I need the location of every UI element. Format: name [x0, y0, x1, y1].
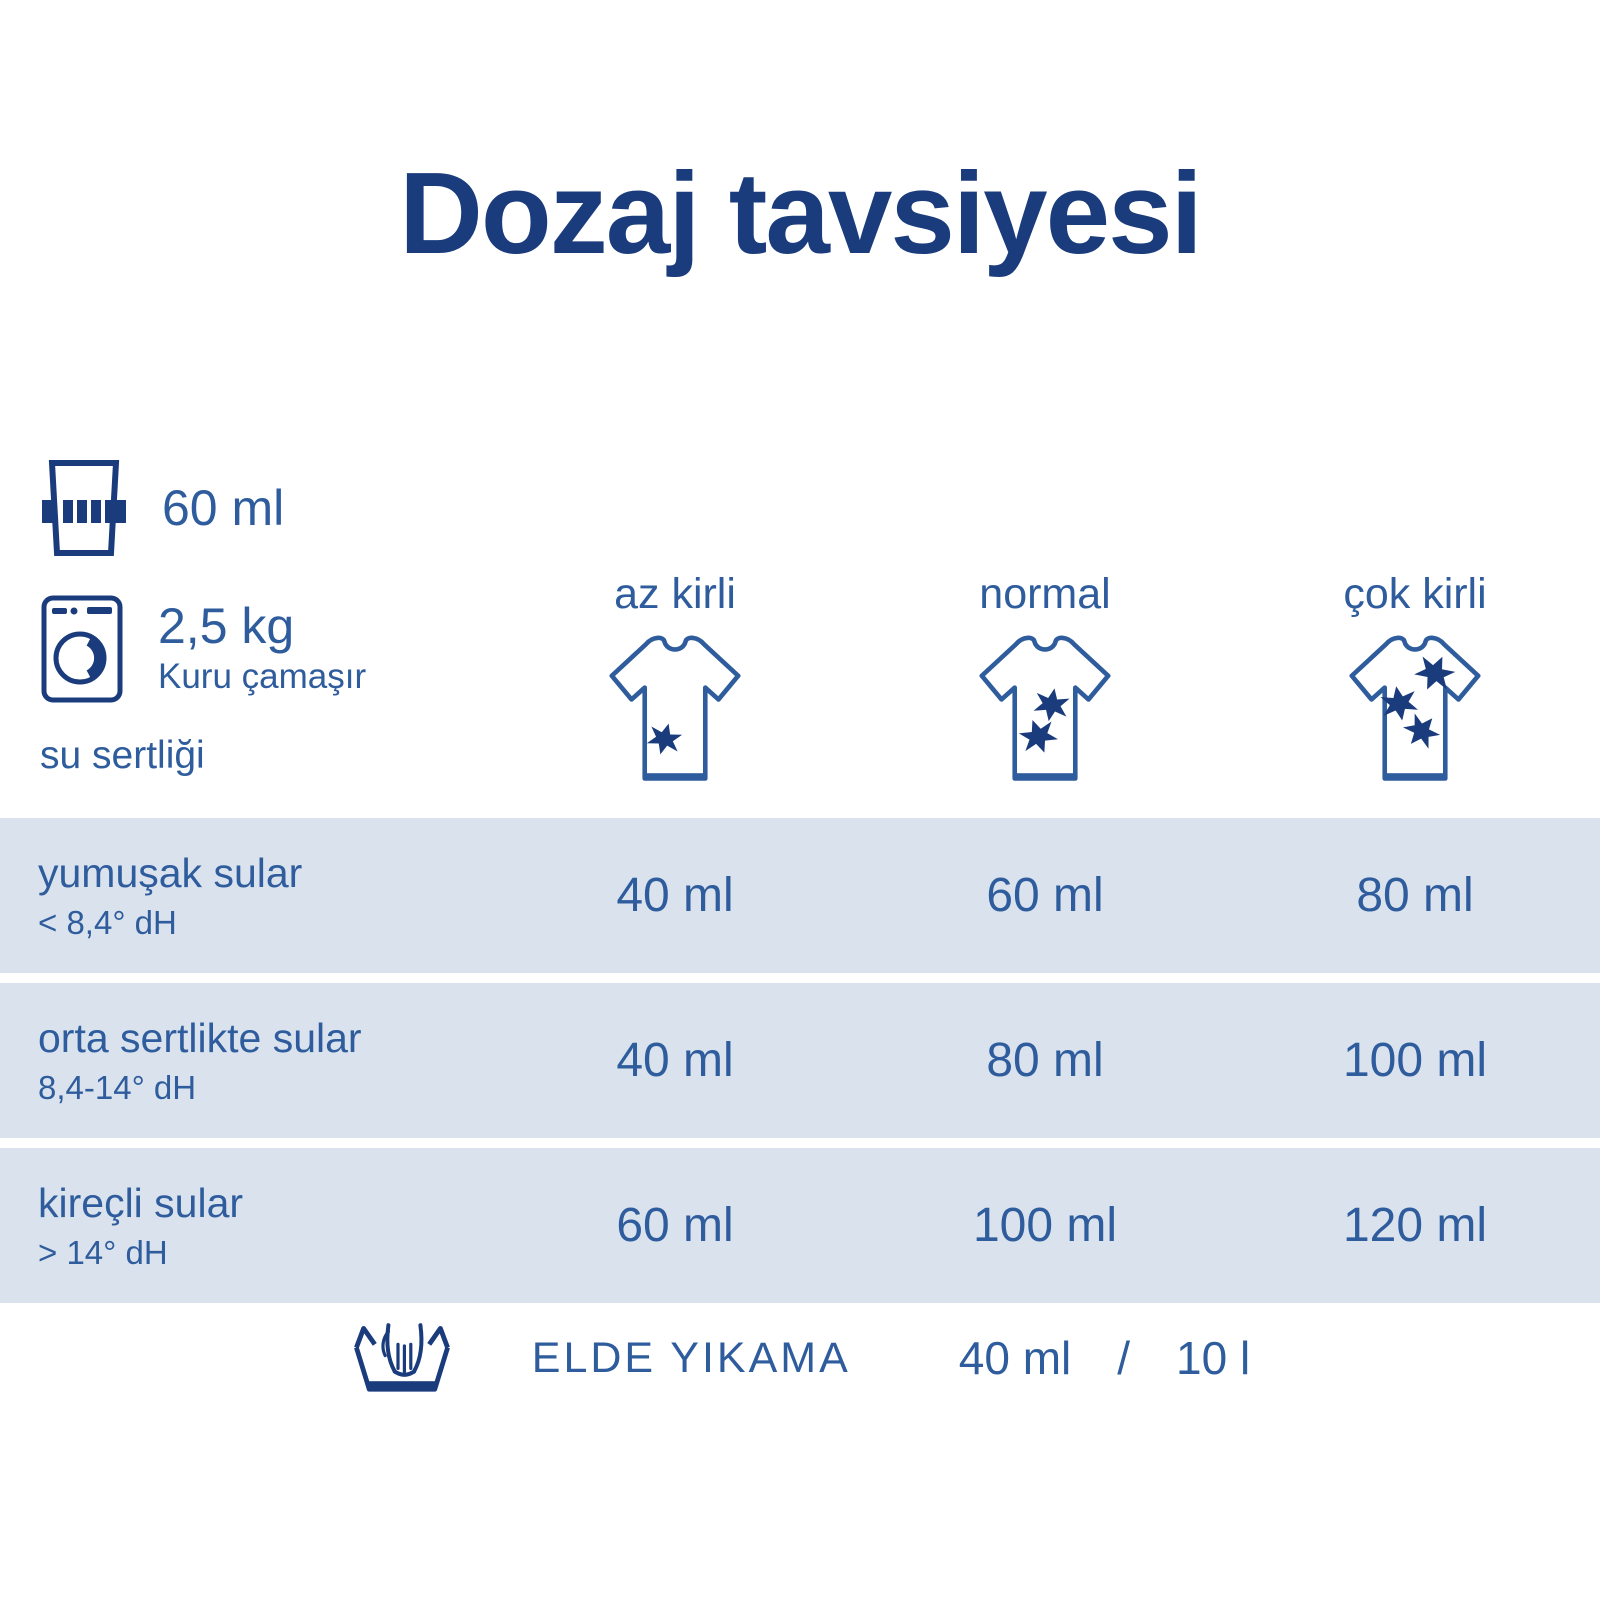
dose-value-cell: 40 ml	[616, 1034, 734, 1087]
dose-value-cell: 60 ml	[616, 1199, 734, 1252]
table-row-medium-water: orta sertlikte sular 8,4-14° dH 40 ml 80…	[0, 983, 1600, 1138]
machine-load-row: 2,5 kg Kuru çamaşır	[40, 594, 500, 704]
page-title: Dozaj tavsiyesi	[399, 148, 1203, 278]
column-header-heavily-soiled: çok kirli	[1230, 570, 1600, 789]
row-label: orta sertlikte sular	[38, 1014, 362, 1061]
load-value: 2,5 kg	[158, 598, 295, 654]
handwash-row: ELDE YIKAMA 40 ml / 10 l	[0, 1310, 1600, 1406]
dose-value-cell: 120 ml	[1342, 1199, 1488, 1252]
table-row-hard-water: kireçli sular > 14° dH 60 ml 100 ml 120 …	[0, 1148, 1600, 1303]
row-sublabel: > 14° dH	[38, 1233, 168, 1271]
dose-value-cell: 80 ml	[986, 1034, 1104, 1087]
column-label: çok kirli	[1343, 570, 1487, 618]
column-label: az kirli	[614, 570, 736, 618]
washing-machine-icon	[41, 595, 123, 703]
column-header-lightly-soiled: az kirli	[490, 570, 860, 789]
row-sublabel: 8,4-14° dH	[38, 1068, 197, 1106]
handwash-dose: 40 ml	[958, 1332, 1072, 1384]
dose-value-cell: 100 ml	[1342, 1034, 1488, 1087]
table-row-soft-water: yumuşak sular < 8,4° dH 40 ml 60 ml 80 m…	[0, 818, 1600, 973]
shirt-normal-soiled-icon	[979, 635, 1111, 781]
dose-value-cell: 40 ml	[616, 869, 734, 922]
handwash-volume: 10 l	[1176, 1332, 1251, 1384]
handwash-separator: /	[1117, 1332, 1131, 1384]
row-label: kireçli sular	[38, 1179, 244, 1226]
row-label: yumuşak sular	[38, 849, 303, 896]
hand-wash-icon	[353, 1323, 450, 1392]
row-sublabel: < 8,4° dH	[38, 903, 177, 941]
dose-value-cell: 60 ml	[986, 869, 1104, 922]
shirt-lightly-soiled-icon	[609, 635, 741, 781]
dosage-table: yumuşak sular < 8,4° dH 40 ml 60 ml 80 m…	[0, 818, 1600, 1313]
dose-value-cell: 80 ml	[1356, 869, 1474, 922]
dosing-cup-icon	[42, 460, 126, 556]
soil-level-headers: az kirli normal çok kirli	[490, 570, 1600, 789]
legend: 60 ml 2,5 kg Kuru çamaşır su sertliği	[40, 456, 500, 778]
water-hardness-label: su sertliği	[40, 734, 205, 777]
dose-value-cell: 100 ml	[972, 1199, 1118, 1252]
load-sublabel: Kuru çamaşır	[158, 657, 367, 696]
dose-value: 60 ml	[162, 480, 285, 536]
shirt-heavily-soiled-icon	[1349, 635, 1481, 781]
column-header-normal: normal	[860, 570, 1230, 789]
handwash-label: ELDE YIKAMA	[531, 1333, 851, 1382]
column-label: normal	[979, 570, 1111, 618]
dosing-cup-row: 60 ml	[40, 456, 500, 560]
